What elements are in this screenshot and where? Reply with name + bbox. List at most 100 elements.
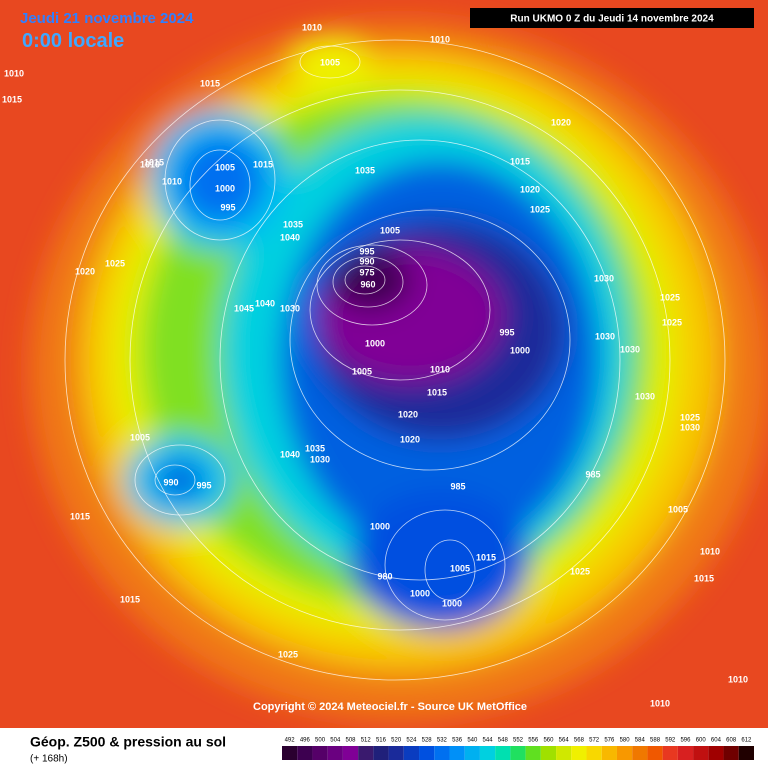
pressure-label: 1010 xyxy=(728,674,748,684)
pressure-label: 1030 xyxy=(635,391,655,401)
colorbar-label: 500 xyxy=(315,738,326,744)
pressure-label: 1015 xyxy=(476,552,496,562)
colorbar-label: 560 xyxy=(543,738,554,744)
colorbar-swatch xyxy=(312,746,328,760)
pressure-label: 1005 xyxy=(130,432,150,442)
colorbar-swatch xyxy=(282,746,298,760)
pressure-label: 1030 xyxy=(310,454,330,464)
colorbar-swatch xyxy=(586,746,602,760)
pressure-label: 1000 xyxy=(370,521,390,531)
pressure-label: 1010 xyxy=(650,698,670,708)
colorbar-swatch xyxy=(738,746,754,760)
colorbar-label: 568 xyxy=(574,738,585,744)
colorbar-label: 536 xyxy=(452,738,463,744)
colorbar-swatch xyxy=(723,746,739,760)
pressure-label: 990 xyxy=(163,477,178,487)
pressure-label: 1015 xyxy=(2,94,22,104)
colorbar-swatch xyxy=(677,746,694,760)
colorbar-swatch xyxy=(510,746,526,760)
pressure-label: 990 xyxy=(359,256,374,266)
pressure-label: 1015 xyxy=(200,78,220,88)
pressure-label: 1000 xyxy=(442,598,462,608)
colorbar-label: 540 xyxy=(467,738,478,744)
pressure-label: 1015 xyxy=(427,387,447,397)
colorbar-swatch xyxy=(479,746,496,760)
colorbar-swatch xyxy=(708,746,724,760)
pressure-label: 1020 xyxy=(75,266,95,276)
pressure-label: 995 xyxy=(196,480,211,490)
pressure-label: 1025 xyxy=(660,292,680,302)
colorbar-swatch xyxy=(388,746,404,760)
colorbar-label: 600 xyxy=(696,738,707,744)
colorbar-label: 504 xyxy=(330,738,341,744)
pressure-label: 1020 xyxy=(551,117,571,127)
pressure-label: 1040 xyxy=(280,449,300,459)
pressure-label: 1015 xyxy=(510,156,530,166)
pressure-label: 1035 xyxy=(283,219,303,229)
pressure-label: 1000 xyxy=(510,345,530,355)
colorbar-label: 556 xyxy=(528,738,539,744)
pressure-label: 1045 xyxy=(234,303,254,313)
colorbar-label: 548 xyxy=(498,738,509,744)
run-box xyxy=(470,8,754,28)
pressure-label: 960 xyxy=(360,279,375,289)
colorbar-label: 612 xyxy=(741,738,752,744)
pressure-label: 1010 xyxy=(700,546,720,556)
pressure-label: 1020 xyxy=(398,409,418,419)
pressure-label: 1005 xyxy=(450,563,470,573)
colorbar-label: 544 xyxy=(483,738,494,744)
colorbar-label: 604 xyxy=(711,738,722,744)
colorbar-swatch xyxy=(449,746,465,760)
pressure-label: 1040 xyxy=(280,232,300,242)
pressure-label: 1025 xyxy=(105,258,125,268)
colorbar-swatch xyxy=(632,746,648,760)
pressure-label: 1030 xyxy=(280,303,300,313)
colorbar-swatch xyxy=(358,746,374,760)
pressure-label: 1015 xyxy=(694,573,714,583)
pressure-label: 1005 xyxy=(668,504,688,514)
pressure-label: 975 xyxy=(359,267,374,277)
colorbar-swatch xyxy=(434,746,450,760)
colorbar-label: 580 xyxy=(620,738,631,744)
pressure-label: 1025 xyxy=(680,412,700,422)
colorbar-label: 576 xyxy=(604,738,615,744)
pressure-label: 1005 xyxy=(380,225,400,235)
colorbar-swatch xyxy=(297,746,313,760)
pressure-label: 1010 xyxy=(4,68,24,78)
colorbar-swatch xyxy=(647,746,663,760)
colorbar-label: 508 xyxy=(346,738,357,744)
colorbar-swatch xyxy=(540,746,557,760)
colorbar-label: 532 xyxy=(437,738,448,744)
colorbar-label: 584 xyxy=(635,738,646,744)
colorbar-swatch xyxy=(342,746,359,760)
pressure-label: 1025 xyxy=(570,566,590,576)
colorbar-label: 588 xyxy=(650,738,661,744)
colorbar-label: 520 xyxy=(391,738,402,744)
colorbar: 492 496 500 504 508 512 516 520 524 528 532 536 540 5… xyxy=(282,738,754,760)
pressure-label: 1015 xyxy=(120,594,140,604)
pressure-label: 1005 xyxy=(215,162,235,172)
pressure-label: 1000 xyxy=(215,183,235,193)
colorbar-swatch xyxy=(373,746,389,760)
colorbar-swatch xyxy=(327,746,343,760)
pressure-label: 1010 xyxy=(302,22,322,32)
pressure-label: 1015 xyxy=(144,157,164,167)
pressure-label: 985 xyxy=(585,469,600,479)
pressure-label: 1005 xyxy=(352,366,372,376)
colorbar-label: 524 xyxy=(406,738,417,744)
colorbar-swatch xyxy=(419,746,435,760)
pressure-label: 1030 xyxy=(594,273,614,283)
pressure-label: 1000 xyxy=(365,338,385,348)
colorbar-label: 608 xyxy=(726,738,737,744)
pressure-label: 1010 xyxy=(430,34,450,44)
colorbar-label: 516 xyxy=(376,738,387,744)
colorbar-swatch xyxy=(556,746,572,760)
pressure-label: 980 xyxy=(377,571,392,581)
pressure-label: 1005 xyxy=(320,57,340,67)
pressure-label: 985 xyxy=(450,481,465,491)
run-info: Run UKMO 0 Z du Jeudi 14 novembre 2024 xyxy=(510,14,714,25)
pressure-label: 1030 xyxy=(595,331,615,341)
colorbar-label: 564 xyxy=(559,738,570,744)
pressure-label: 1040 xyxy=(255,298,275,308)
